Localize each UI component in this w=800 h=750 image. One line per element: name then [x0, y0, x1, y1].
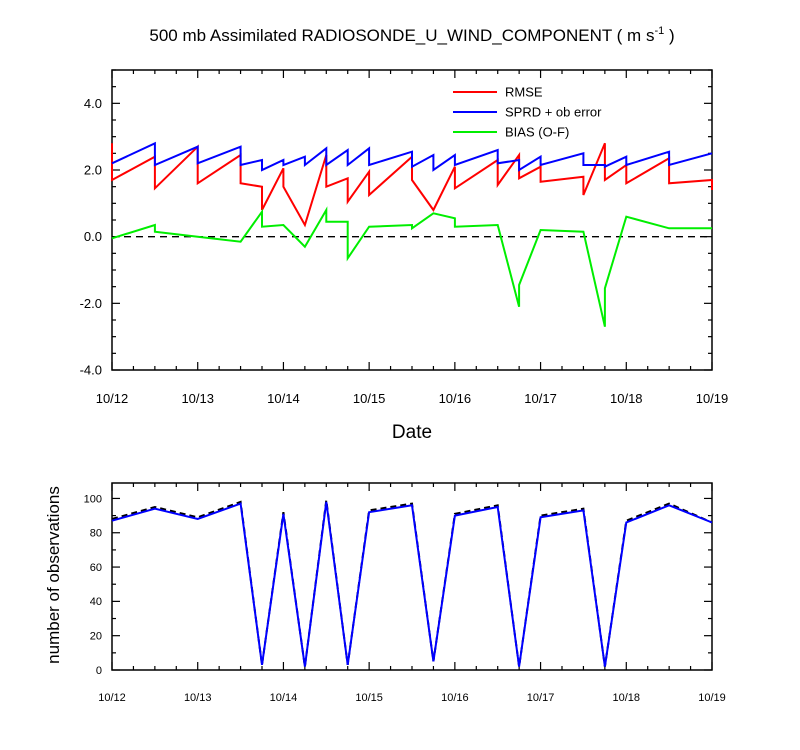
x-tick-label: 10/19: [696, 391, 729, 406]
series-line-observations-dashed: [111, 500, 713, 667]
y-tick-label: 4.0: [84, 96, 102, 111]
top-plot-area: 10/12 10/13 10/14 10/15 10/16 10/17 10/18 10/19…: [80, 69, 729, 406]
x-tick-label: 10/17: [527, 692, 555, 704]
chart-title-suffix: ): [664, 26, 674, 45]
x-tick-label: 10/14: [270, 692, 298, 704]
series-line-bias-o-f-: [111, 206, 712, 327]
x-tick-label: 10/12: [96, 391, 129, 406]
x-tick-label: 10/18: [610, 391, 643, 406]
x-tick-label: 10/19: [698, 692, 726, 704]
legend-label: BIAS (O-F): [505, 125, 569, 140]
y-tick-label: 0: [96, 665, 102, 677]
y-tick-label: 100: [84, 493, 102, 505]
x-tick-label: 10/17: [524, 391, 557, 406]
x-tick-label: 10/13: [181, 391, 214, 406]
legend-label: RMSE: [505, 85, 543, 100]
x-tick-label: 10/15: [355, 692, 383, 704]
y-tick-label: 40: [90, 596, 102, 608]
y-tick-label: 0.0: [84, 229, 102, 244]
legend-label: SPRD + ob error: [505, 105, 602, 120]
y-tick-label: 2.0: [84, 163, 102, 178]
series-line-observations: [111, 501, 713, 667]
x-tick-label: 10/12: [98, 692, 126, 704]
chart-title-main: 500 mb Assimilated RADIOSONDE_U_WIND_COM…: [149, 26, 654, 45]
chart-title-superscript: -1: [654, 25, 664, 37]
y-tick-label: 20: [90, 631, 102, 643]
series-line-rmse: [111, 142, 713, 228]
y-tick-label: 60: [90, 562, 102, 574]
x-tick-label: 10/14: [267, 391, 300, 406]
bottom-plot-area: 10/12 10/13 10/14 10/15 10/16 10/17 10/18 10/19…: [84, 482, 726, 704]
x-tick-label: 10/16: [441, 692, 469, 704]
y-tick-label: 80: [90, 528, 102, 540]
x-tick-label: 10/13: [184, 692, 212, 704]
y-axis-label: number of observations: [44, 486, 63, 664]
y-tick-label: -2.0: [80, 296, 102, 311]
x-tick-label: 10/15: [353, 391, 386, 406]
x-tick-label: 10/18: [613, 692, 641, 704]
chart-title: 500 mb Assimilated RADIOSONDE_U_WIND_COM…: [149, 25, 674, 45]
x-axis-label: Date: [392, 422, 432, 443]
y-tick-label: -4.0: [80, 363, 102, 378]
plot-frame: [111, 69, 713, 371]
x-tick-label: 10/16: [439, 391, 472, 406]
series-line-sprd-ob-error: [111, 141, 713, 172]
legend: RMSE SPRD + ob error BIAS (O-F): [453, 85, 602, 140]
